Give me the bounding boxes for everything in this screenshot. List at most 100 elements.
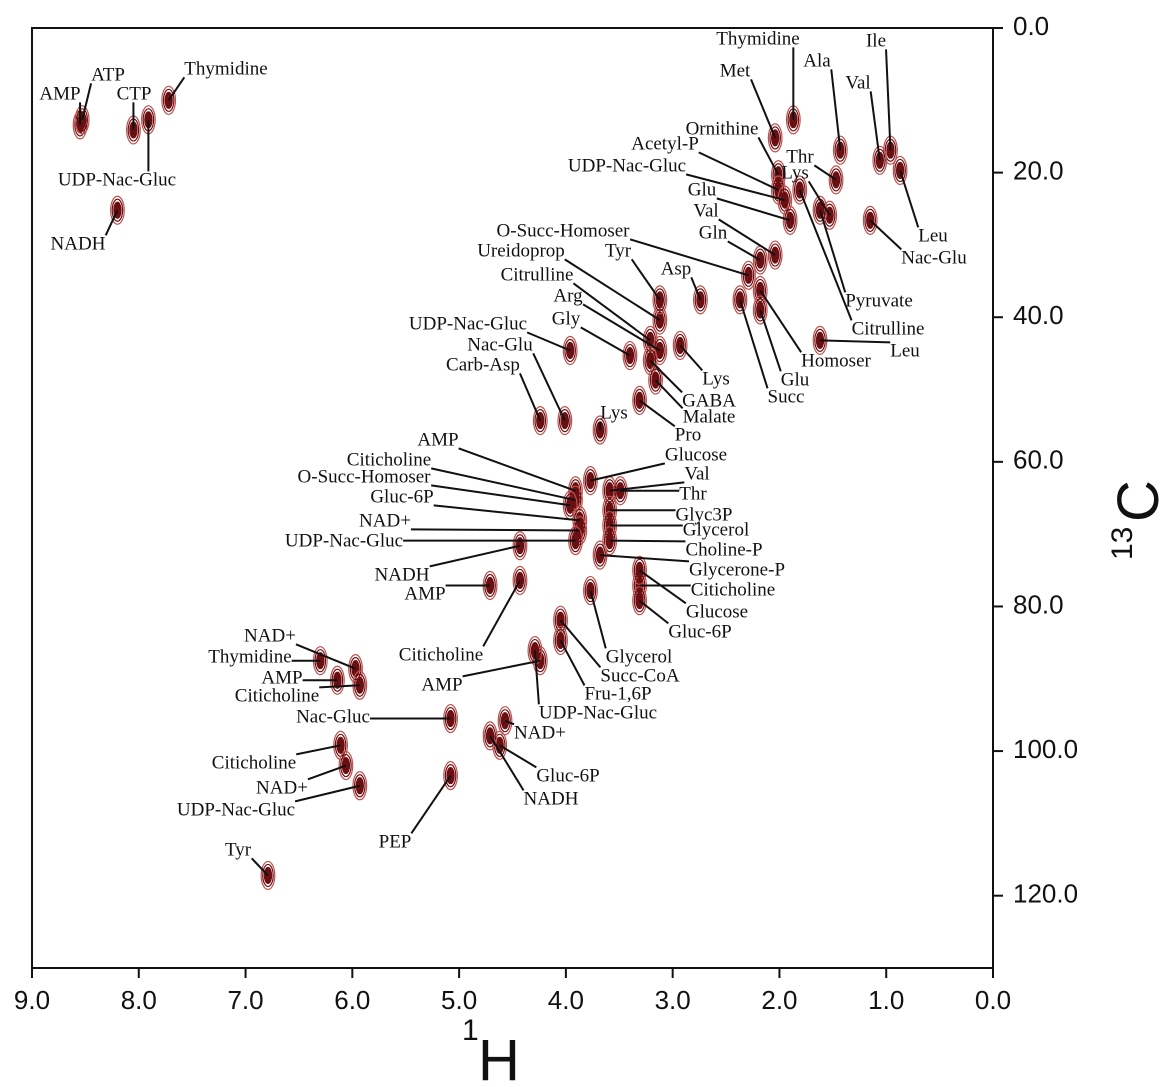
annotation-label: Leu: [890, 340, 920, 361]
peak-contour: [161, 85, 177, 115]
peak-contour: [527, 635, 543, 666]
peak-contour: [622, 340, 638, 371]
leader-line: [533, 650, 540, 705]
leader-line: [410, 528, 580, 532]
leader-line: [431, 467, 576, 502]
leader-line: [885, 49, 892, 151]
peak-contour: [354, 774, 366, 798]
annotation-label: Acetyl-P: [631, 133, 699, 154]
peak-contour: [642, 346, 658, 376]
peak-contour: [864, 208, 877, 232]
peak: [352, 771, 368, 801]
peak-contour: [584, 578, 597, 603]
leader-line: [685, 173, 786, 202]
peak-contour: [874, 148, 886, 172]
annotation-label: Citrulline: [501, 264, 574, 285]
annotation-label: Gluc-6P: [668, 621, 731, 642]
peak: [482, 721, 498, 751]
peak-contour: [777, 185, 793, 215]
leader-line: [679, 344, 704, 372]
peak-contour: [592, 415, 608, 445]
leader-line: [757, 136, 780, 176]
x-tick-label: 9.0: [14, 985, 50, 1015]
peak-contour: [784, 208, 796, 232]
peak-contour: [262, 863, 274, 888]
peak: [583, 466, 598, 496]
peak-contour: [672, 330, 688, 361]
peak-contour: [564, 338, 576, 363]
leader-line: [572, 282, 651, 342]
annotation-label: Val: [684, 463, 709, 484]
annotation-label: NADH: [524, 788, 579, 809]
leader-line: [798, 189, 853, 321]
peak-contour: [484, 724, 496, 748]
plot-frame: [31, 27, 994, 969]
peak-contour: [562, 335, 578, 366]
leader-line: [654, 379, 684, 410]
x-tick-label: 6.0: [334, 985, 370, 1015]
leader-line: [727, 240, 761, 261]
annotation-label: UDP-Nac-Gluc: [58, 169, 176, 190]
leader-line: [564, 258, 661, 321]
y-tick-label: 40.0: [1013, 300, 1064, 330]
annotation-label: Citrulline: [852, 318, 925, 339]
leader-line: [690, 276, 702, 301]
peak-contour: [499, 709, 511, 733]
x-tick-label: 5.0: [441, 985, 477, 1015]
annotation-label: UDP-Nac-Gluc: [539, 702, 657, 723]
leader-line: [559, 619, 602, 669]
peak-contour: [767, 240, 783, 270]
leader-line: [294, 784, 361, 803]
leader-line: [410, 775, 452, 834]
peak-contour: [834, 138, 847, 162]
peak-contour: [674, 333, 686, 358]
leader-line: [251, 857, 269, 877]
annotation-label: Val: [693, 200, 718, 221]
leader-line: [429, 544, 521, 568]
annotation-label: Ureidoprop: [477, 240, 565, 261]
annotation-label: Nac-Glu: [467, 334, 533, 355]
annotation-label: Tyr: [605, 240, 632, 261]
peak: [443, 761, 458, 791]
peak-contour: [352, 771, 368, 801]
annotation-label: Thymidine: [208, 646, 291, 667]
peak-contour: [832, 135, 848, 165]
peak-contour: [554, 608, 567, 632]
peak-contour: [831, 171, 841, 189]
leader-line: [458, 447, 576, 492]
annotation-label: Lys: [702, 368, 729, 389]
leader-line: [431, 484, 571, 507]
peak: [632, 555, 647, 585]
annotation-label: AMP: [39, 83, 80, 104]
annotation-label: PEP: [379, 831, 412, 852]
peak-contour: [74, 105, 90, 135]
annotation-label: Nac-Glu: [901, 247, 967, 268]
annotation-label: NAD+: [244, 625, 296, 646]
peak: [767, 240, 783, 270]
annotation-label: Citicholine: [235, 685, 319, 706]
annotation-label: Thr: [679, 483, 707, 504]
peak-contour: [514, 568, 526, 593]
annotation-label: Choline-P: [685, 539, 762, 560]
leader-line: [104, 209, 119, 236]
peak-contour: [732, 285, 748, 315]
peak-contour: [632, 555, 647, 585]
leader-line: [609, 481, 685, 492]
leader-line: [718, 218, 776, 256]
annotation-label: CTP: [117, 83, 152, 104]
annotation-label: UDP-Nac-Gluc: [409, 313, 527, 334]
peak-contour: [444, 764, 457, 788]
peak-contour: [583, 575, 598, 606]
leader-line: [489, 735, 525, 791]
annotation-label: Gly: [552, 308, 581, 329]
leader-line: [716, 197, 791, 222]
leader-line: [580, 326, 631, 357]
peak-contour: [76, 108, 88, 132]
peak-contour: [514, 534, 526, 558]
peak-contour: [756, 251, 765, 269]
leader-line: [869, 219, 902, 251]
peak-contour: [633, 558, 646, 582]
annotation-label: Glu: [781, 369, 810, 390]
leader-line: [599, 554, 690, 563]
y-tick-label: 20.0: [1013, 155, 1064, 185]
